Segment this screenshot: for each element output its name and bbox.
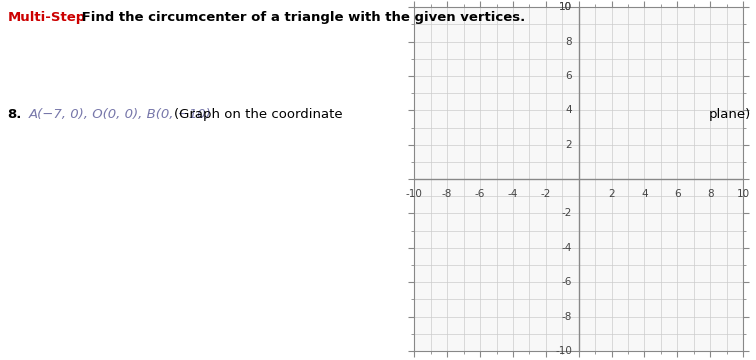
Text: -8: -8 [562,312,572,321]
Text: 6: 6 [674,189,680,199]
Text: -4: -4 [562,243,572,253]
Text: -10: -10 [406,189,423,199]
Text: -10: -10 [555,346,572,356]
Text: -6: -6 [475,189,485,199]
Text: 10: 10 [559,2,572,12]
Text: -2: -2 [541,189,551,199]
Text: -2: -2 [562,208,572,219]
Text: -8: -8 [442,189,452,199]
Text: 2: 2 [565,140,572,150]
Text: 8: 8 [565,37,572,46]
Text: 4: 4 [641,189,648,199]
Text: -4: -4 [508,189,518,199]
Text: plane): plane) [708,108,751,121]
Text: 8.: 8. [8,108,22,121]
Text: 10: 10 [559,2,572,12]
Text: Find the circumcenter of a triangle with the given vertices.: Find the circumcenter of a triangle with… [77,11,525,24]
Text: Multi-Step: Multi-Step [8,11,86,24]
Text: 6: 6 [565,71,572,81]
Text: (Graph on the coordinate: (Graph on the coordinate [174,108,342,121]
Text: 2: 2 [609,189,615,199]
Text: 4: 4 [565,105,572,115]
Text: A(−7, 0), O(0, 0), B(0, −10): A(−7, 0), O(0, 0), B(0, −10) [29,108,212,121]
Text: -6: -6 [562,277,572,287]
Text: 10: 10 [736,189,750,199]
Text: 8: 8 [707,189,714,199]
